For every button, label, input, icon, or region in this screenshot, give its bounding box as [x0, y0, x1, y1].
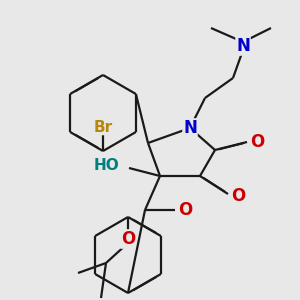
Text: N: N — [183, 119, 197, 137]
Text: O: O — [231, 187, 245, 205]
Text: N: N — [236, 37, 250, 55]
Text: O: O — [121, 230, 135, 248]
Text: Br: Br — [93, 119, 112, 134]
Text: HO: HO — [93, 158, 119, 172]
Text: O: O — [250, 133, 264, 151]
Text: O: O — [178, 201, 192, 219]
